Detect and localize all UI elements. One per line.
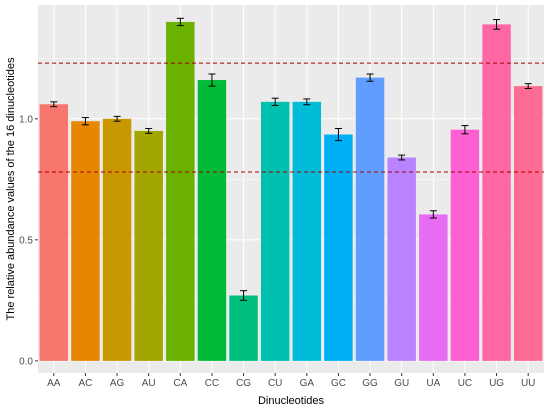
x-tick-label: GU: [394, 378, 409, 389]
x-tick-label: GC: [331, 378, 346, 389]
x-axis-title: Dinucleotides: [258, 395, 325, 407]
x-tick-label: UG: [489, 378, 504, 389]
bar-au: [134, 130, 163, 361]
bar-aa: [39, 104, 69, 361]
bar-ca: [166, 21, 195, 361]
error-bar-au: [145, 127, 153, 134]
x-tick-label: UU: [521, 378, 535, 389]
x-tick-label: CU: [268, 378, 282, 389]
error-bar-uu: [524, 83, 532, 90]
x-tick-label: AG: [110, 378, 125, 389]
x-tick-label: CA: [173, 378, 187, 389]
x-tick-label: GG: [362, 378, 378, 389]
bar-ac: [71, 121, 100, 361]
error-bar-gc: [334, 127, 342, 142]
bar-cg: [229, 295, 258, 361]
bar-ua: [419, 214, 448, 361]
error-bar-ug: [493, 19, 501, 30]
bar-uc: [450, 129, 480, 361]
error-bar-ga: [303, 98, 311, 106]
error-bar-gu: [398, 154, 406, 161]
y-tick-label: 1.0: [19, 114, 33, 125]
x-tick-label: UC: [458, 378, 472, 389]
y-axis-ticks: 0.0 0.5 1.0: [19, 114, 38, 367]
bar-ag: [102, 118, 132, 361]
bar-gc: [324, 134, 353, 361]
error-bars: [50, 17, 532, 301]
bar-cu: [260, 101, 290, 361]
error-bar-cg: [240, 290, 248, 301]
y-tick-label: 0.5: [19, 235, 33, 246]
y-axis-title: The relative abundance values of the 16 …: [5, 57, 17, 320]
bar-ga: [292, 101, 322, 361]
x-tick-label: AC: [78, 378, 92, 389]
x-tick-label: GA: [300, 378, 315, 389]
y-tick-label: 0.0: [19, 356, 33, 367]
bar-uu: [513, 86, 543, 361]
x-tick-label: UA: [426, 378, 440, 389]
error-bar-ua: [429, 210, 437, 219]
x-tick-label: AA: [47, 378, 61, 389]
x-axis-ticks: AA AC AG AU CA CC CG CU GA GC GG GU UA UC UG UU: [47, 373, 535, 389]
x-tick-label: AU: [142, 378, 156, 389]
error-bar-ac: [81, 117, 89, 126]
error-bar-gg: [366, 73, 374, 82]
reference-lines: [38, 62, 544, 173]
bar-ug: [482, 24, 511, 361]
error-bar-ca: [176, 17, 184, 27]
bar-gg: [355, 77, 385, 361]
bar-cc: [197, 80, 227, 361]
error-bar-cc: [208, 73, 216, 87]
bar-gu: [387, 157, 416, 361]
error-bar-cu: [271, 97, 279, 106]
bars: [39, 21, 543, 361]
error-bar-aa: [50, 101, 58, 108]
error-bar-uc: [461, 125, 469, 135]
error-bar-ag: [113, 115, 121, 122]
x-tick-label: CG: [236, 378, 251, 389]
x-tick-label: CC: [205, 378, 219, 389]
